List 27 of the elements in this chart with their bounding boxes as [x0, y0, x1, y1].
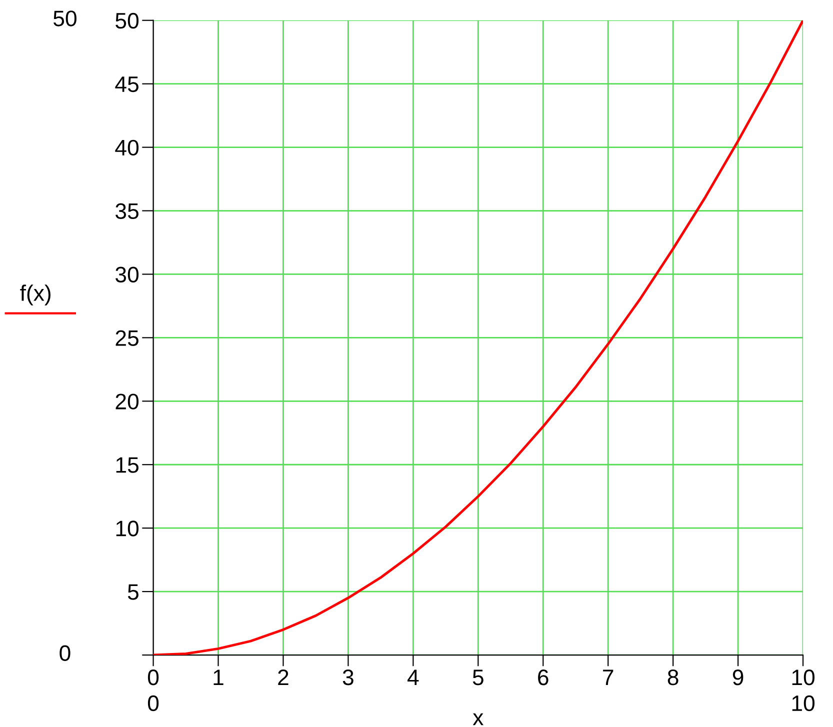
y-tick-label: 10	[116, 520, 139, 536]
x-tick-label: 0	[148, 670, 159, 686]
y-tick-label: 50	[116, 12, 139, 29]
x-tick-label: 8	[668, 670, 678, 686]
x-tick-label: 3	[342, 670, 354, 686]
text: 0	[60, 645, 70, 661]
y-tick-label: 30	[116, 266, 139, 282]
x-axis-title: x	[472, 713, 484, 726]
text: f(x)	[20, 284, 50, 306]
x-tick-label: 5	[472, 670, 484, 686]
x-tick-label: 10	[792, 670, 815, 686]
y-tick-label: 25	[116, 330, 138, 346]
x-tick-label: 1	[214, 670, 224, 686]
y-tick-label: 5	[128, 584, 138, 600]
text: 50	[54, 10, 76, 26]
y-tick-label: 20	[116, 394, 139, 410]
x-tick-label: 6	[538, 670, 548, 686]
x-tick-label: 2	[278, 670, 288, 686]
x-tick-label: 7	[603, 670, 614, 686]
text: 10	[792, 695, 815, 712]
text: 0	[148, 695, 159, 712]
y-tick-label: 40	[115, 140, 139, 156]
y-tick-label: 35	[116, 203, 138, 220]
x-tick-label: 4	[408, 670, 419, 686]
y-tick-label: 15	[116, 457, 138, 473]
y-tick-label: 45	[115, 76, 138, 92]
x-tick-label: 9	[732, 670, 744, 686]
